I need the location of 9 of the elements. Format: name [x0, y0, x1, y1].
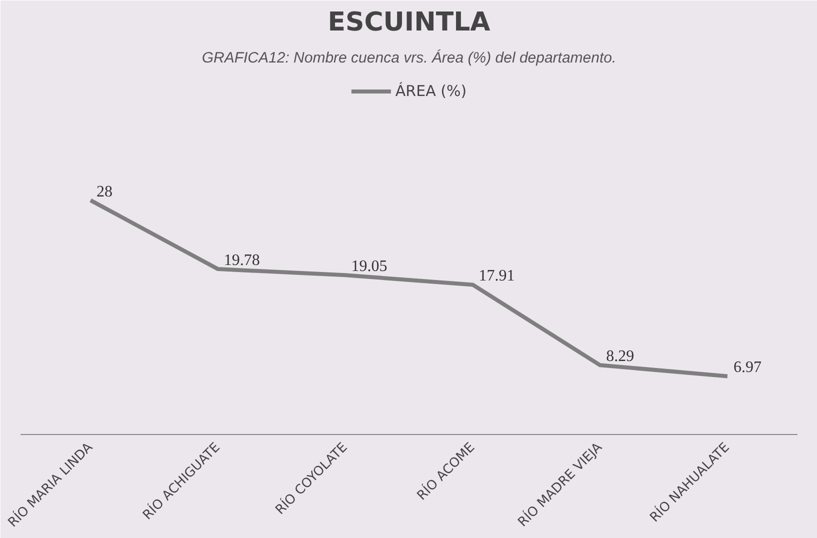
- data-label: 17.91: [478, 268, 515, 285]
- chart-title: ESCUINTLA: [328, 8, 490, 38]
- data-label: 28: [96, 183, 113, 200]
- data-label: 19.78: [224, 252, 260, 270]
- data-label: 6.97: [733, 359, 762, 376]
- text: GRAFICA12: Nombre cuenca vrs. Área (%) del departamento.: [202, 48, 616, 66]
- data-label: 19.05: [351, 258, 388, 276]
- legend-label: ÁREA (%): [395, 82, 467, 100]
- data-label: 8.29: [606, 348, 634, 366]
